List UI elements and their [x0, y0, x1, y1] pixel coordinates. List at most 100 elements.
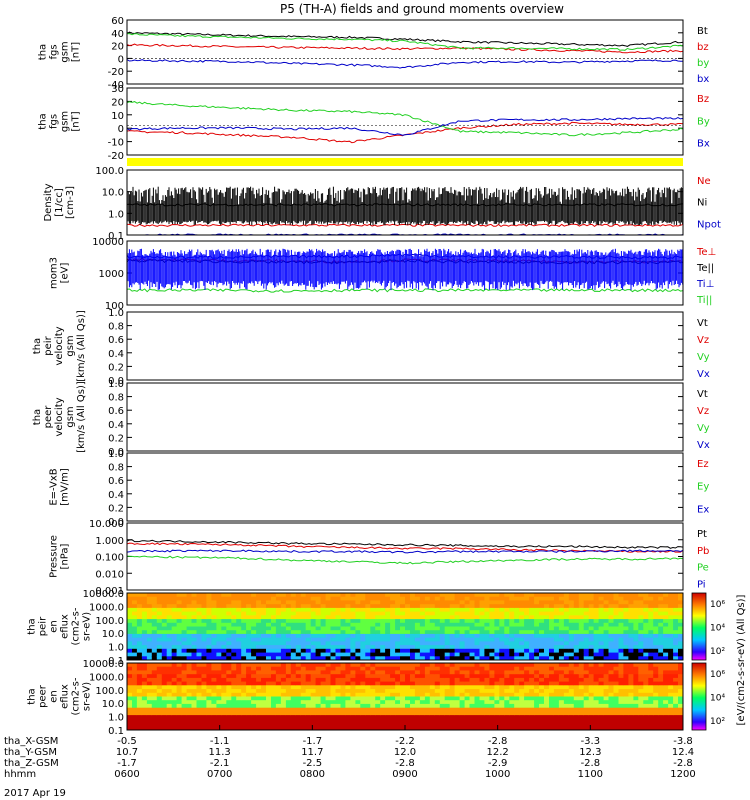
- heatmap-cell: [658, 641, 664, 646]
- heatmap-cell: [355, 656, 361, 661]
- heatmap-cell: [256, 622, 262, 627]
- heatmap-cell: [633, 630, 639, 635]
- heatmap-cell: [186, 718, 193, 723]
- heatmap-cell: [390, 619, 396, 624]
- legend-bz: bz: [697, 42, 709, 53]
- heatmap-cell: [141, 722, 148, 727]
- heatmap-cell: [424, 722, 431, 727]
- heatmap-cell: [246, 718, 252, 723]
- heatmap-cell: [613, 648, 619, 653]
- heatmap-cell: [385, 622, 391, 627]
- heatmap-cell: [141, 707, 148, 712]
- heatmap-cell: [246, 722, 252, 727]
- heatmap-cell: [305, 619, 312, 624]
- heatmap-cell: [454, 711, 461, 716]
- heatmap-cell: [136, 707, 143, 712]
- heatmap-cell: [653, 611, 659, 616]
- heatmap-cell: [241, 670, 247, 675]
- heatmap-cell: [325, 674, 332, 679]
- heatmap-cell: [385, 641, 391, 646]
- heatmap-cell: [484, 681, 490, 686]
- heatmap-cell: [539, 692, 545, 697]
- heatmap-cell: [141, 656, 148, 661]
- heatmap-cell: [583, 611, 590, 616]
- heatmap-cell: [266, 711, 272, 716]
- y-tick-label: 1.0: [108, 643, 124, 654]
- heatmap-cell: [191, 692, 197, 697]
- heatmap-cell: [563, 626, 570, 631]
- heatmap-cell: [588, 652, 595, 657]
- heatmap-cell: [271, 645, 277, 650]
- heatmap-cell: [355, 707, 361, 712]
- heatmap-cell: [161, 641, 168, 646]
- heatmap-cell: [578, 648, 585, 653]
- heatmap-cell: [132, 726, 138, 731]
- heatmap-cell: [405, 666, 411, 671]
- y-tick-label: 10.000: [89, 519, 124, 530]
- heatmap-cell: [410, 707, 416, 712]
- heatmap-cell: [469, 726, 475, 731]
- heatmap-cell: [429, 663, 436, 668]
- heatmap-cell: [558, 681, 565, 686]
- heatmap-cell: [141, 604, 148, 609]
- heatmap-cell: [355, 718, 361, 723]
- heatmap-cell: [524, 685, 530, 690]
- heatmap-cell: [419, 670, 426, 675]
- heatmap-cell: [236, 722, 242, 727]
- heatmap-cell: [380, 619, 386, 624]
- heatmap-cell: [320, 722, 327, 727]
- heatmap-cell: [509, 596, 515, 601]
- heatmap-cell: [434, 604, 441, 609]
- heatmap-cell: [211, 700, 217, 705]
- heatmap-cell: [553, 633, 560, 639]
- heatmap-cell: [295, 604, 302, 609]
- heatmap-cell: [176, 670, 183, 675]
- heatmap-cell: [578, 630, 585, 635]
- y-tick-label: 10: [111, 111, 124, 122]
- heatmap-cell: [256, 722, 262, 727]
- heatmap-cell: [469, 622, 475, 627]
- heatmap-cell: [499, 648, 505, 653]
- heatmap-cell: [673, 622, 679, 627]
- heatmap-cell: [340, 596, 346, 601]
- heatmap-cell: [673, 656, 679, 661]
- heatmap-cell: [320, 611, 327, 616]
- heatmap-cell: [549, 645, 555, 650]
- heatmap-cell: [216, 696, 222, 701]
- heatmap-cell: [424, 663, 431, 668]
- heatmap-cell: [271, 648, 277, 653]
- heatmap-cell: [678, 630, 684, 635]
- heatmap-cell: [405, 622, 411, 627]
- heatmap-cell: [419, 611, 426, 616]
- panel-frame: [126, 522, 684, 591]
- heatmap-cell: [544, 726, 550, 731]
- heatmap-cell: [201, 619, 207, 624]
- heatmap-cell: [588, 637, 595, 642]
- heatmap-cell: [539, 726, 545, 731]
- heatmap-cell: [405, 674, 411, 679]
- heatmap-cell: [643, 611, 649, 616]
- heatmap-cell: [335, 641, 341, 646]
- heatmap-cell: [499, 637, 505, 642]
- heatmap-cell: [588, 600, 595, 605]
- heatmap-cell: [290, 722, 297, 727]
- heatmap-cell: [271, 652, 277, 657]
- heatmap-cell: [414, 611, 421, 616]
- heatmap-cell: [499, 611, 505, 616]
- heatmap-cell: [171, 648, 178, 653]
- heatmap-cell: [479, 656, 485, 661]
- heatmap-cell: [310, 652, 317, 657]
- heatmap-cell: [539, 696, 545, 701]
- heatmap-cell: [434, 633, 441, 639]
- heatmap-cell: [454, 626, 461, 631]
- heatmap-cell: [573, 715, 580, 720]
- heatmap-cell: [583, 681, 590, 686]
- heatmap-cell: [588, 685, 595, 690]
- heatmap-cell: [549, 633, 555, 639]
- heatmap-cell: [156, 656, 163, 661]
- heatmap-cell: [563, 604, 570, 609]
- heatmap-cell: [216, 604, 222, 609]
- heatmap-cell: [529, 604, 535, 609]
- heatmap-cell: [171, 681, 178, 686]
- heatmap-cell: [161, 615, 168, 620]
